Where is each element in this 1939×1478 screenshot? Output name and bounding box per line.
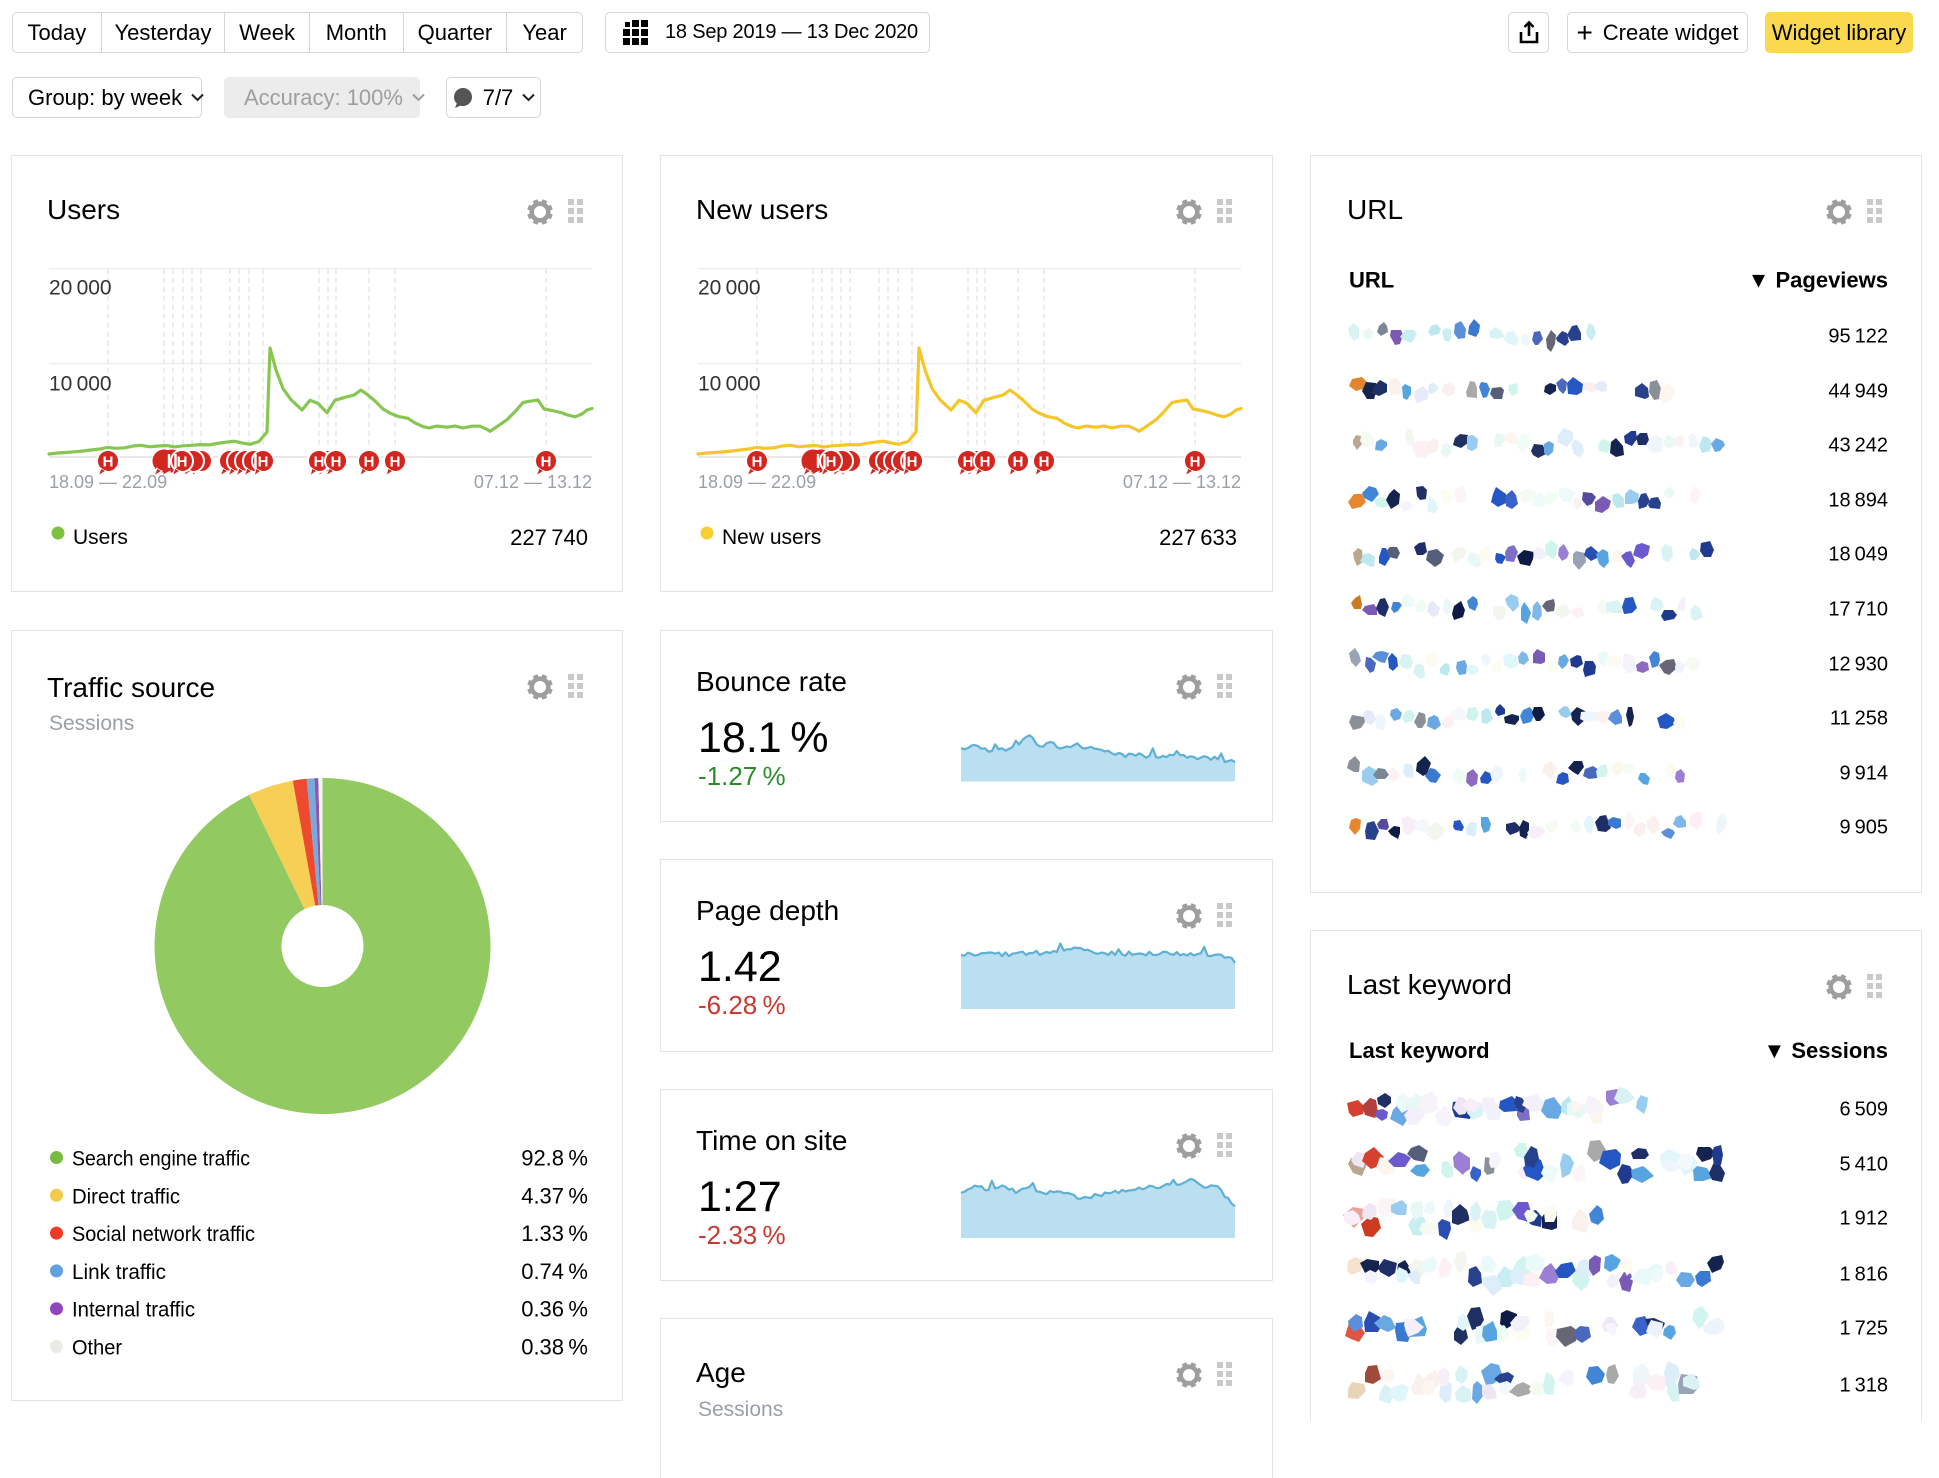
svg-text:10 000: 10 000	[698, 373, 761, 396]
svg-text:H: H	[541, 454, 552, 471]
svg-text:9 914: 9 914	[1840, 763, 1889, 785]
svg-text:-6.28 %: -6.28 %	[698, 990, 786, 1020]
svg-text:1 725: 1 725	[1840, 1318, 1889, 1340]
svg-text:H: H	[177, 454, 188, 471]
svg-text:H: H	[390, 454, 401, 471]
svg-text:95 122: 95 122	[1828, 326, 1888, 348]
svg-text:18.1 %: 18.1 %	[698, 714, 829, 762]
svg-text:5 410: 5 410	[1840, 1154, 1889, 1176]
svg-text:07.12 — 13.12: 07.12 — 13.12	[1123, 472, 1241, 492]
svg-text:0.74 %: 0.74 %	[521, 1259, 588, 1284]
svg-text:Social network traffic: Social network traffic	[72, 1223, 255, 1246]
svg-text:12 930: 12 930	[1828, 654, 1888, 676]
svg-text:43 242: 43 242	[1828, 435, 1888, 457]
svg-text:H: H	[1190, 454, 1201, 471]
svg-text:17 710: 17 710	[1828, 599, 1888, 621]
svg-text:0.38 %: 0.38 %	[521, 1335, 588, 1360]
svg-text:H: H	[1013, 454, 1024, 471]
svg-text:-2.33 %: -2.33 %	[698, 1220, 786, 1250]
svg-text:H: H	[331, 454, 342, 471]
svg-text:-1.27 %: -1.27 %	[698, 761, 786, 791]
svg-text:18.09 — 22.09: 18.09 — 22.09	[49, 472, 167, 492]
svg-text:44 949: 44 949	[1828, 381, 1888, 403]
svg-text:1 816: 1 816	[1840, 1264, 1889, 1286]
svg-text:H: H	[103, 454, 114, 471]
svg-text:▼ Sessions: ▼ Sessions	[1764, 1038, 1889, 1063]
svg-text:0.36 %: 0.36 %	[521, 1297, 588, 1322]
svg-text:Last keyword: Last keyword	[1349, 1038, 1490, 1063]
svg-text:9 905: 9 905	[1840, 817, 1889, 839]
svg-text:18.09 — 22.09: 18.09 — 22.09	[698, 472, 816, 492]
svg-text:07.12 — 13.12: 07.12 — 13.12	[474, 472, 592, 492]
svg-text:H: H	[907, 454, 918, 471]
svg-text:H: H	[1039, 454, 1050, 471]
svg-text:URL: URL	[1349, 268, 1394, 293]
svg-text:1.42: 1.42	[698, 943, 782, 991]
svg-text:227 740: 227 740	[510, 525, 588, 550]
svg-text:H: H	[826, 454, 837, 471]
svg-text:20 000: 20 000	[49, 277, 112, 300]
svg-text:Other: Other	[72, 1337, 122, 1360]
svg-text:H: H	[752, 454, 763, 471]
svg-text:H: H	[258, 454, 269, 471]
svg-text:Users: Users	[73, 526, 128, 549]
svg-text:20 000: 20 000	[698, 277, 761, 300]
svg-text:92.8 %: 92.8 %	[521, 1146, 588, 1171]
svg-text:6 509: 6 509	[1840, 1099, 1889, 1121]
svg-text:1.33 %: 1.33 %	[521, 1221, 588, 1246]
svg-text:H: H	[364, 454, 375, 471]
svg-text:18 894: 18 894	[1828, 490, 1888, 512]
svg-text:10 000: 10 000	[49, 373, 112, 396]
svg-text:H: H	[963, 454, 974, 471]
svg-text:Internal traffic: Internal traffic	[72, 1299, 195, 1322]
svg-text:1:27: 1:27	[698, 1173, 782, 1221]
svg-text:H: H	[980, 454, 991, 471]
svg-text:227 633: 227 633	[1159, 525, 1237, 550]
svg-text:Search engine traffic: Search engine traffic	[72, 1148, 250, 1171]
svg-text:Link traffic: Link traffic	[72, 1261, 166, 1284]
svg-text:New users: New users	[722, 526, 821, 549]
svg-text:▼ Pageviews: ▼ Pageviews	[1748, 268, 1888, 293]
svg-text:Direct traffic: Direct traffic	[72, 1185, 180, 1208]
svg-text:H: H	[314, 454, 325, 471]
svg-text:1 912: 1 912	[1840, 1208, 1889, 1230]
svg-text:18 049: 18 049	[1828, 544, 1888, 566]
svg-text:4.37 %: 4.37 %	[521, 1183, 588, 1208]
svg-text:11 258: 11 258	[1830, 708, 1888, 730]
svg-text:1 318: 1 318	[1840, 1375, 1889, 1397]
